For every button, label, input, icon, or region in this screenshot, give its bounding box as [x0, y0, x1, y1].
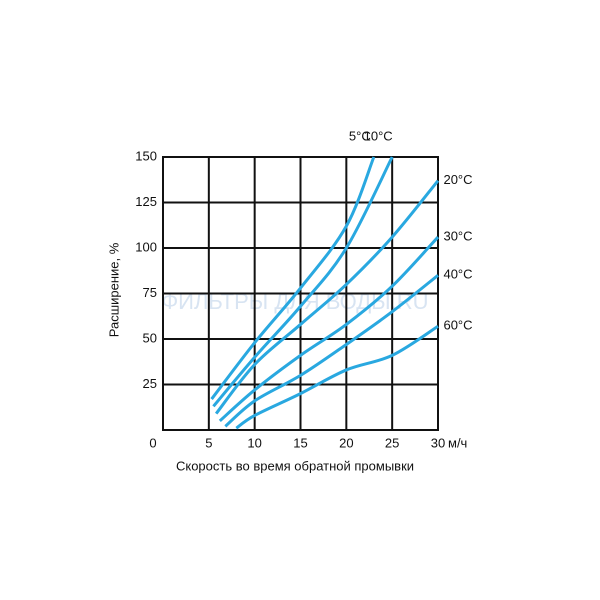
series-label: 5°C	[349, 128, 371, 143]
series-line	[212, 156, 394, 408]
series-label: 20°C	[443, 172, 472, 187]
x-tick-label: 30	[431, 435, 445, 450]
y-tick-label: 100	[135, 239, 157, 254]
x-tick-label: 25	[385, 435, 399, 450]
x-axis-label: Скорость во время обратной промывки	[176, 458, 414, 473]
y-tick-label: 150	[135, 148, 157, 163]
series-line	[210, 156, 376, 400]
series-label: 10°C	[364, 128, 393, 143]
series-line	[235, 324, 439, 430]
x-tick-label: 20	[339, 435, 353, 450]
series-line	[214, 179, 440, 415]
series-line	[224, 274, 439, 428]
x-tick-label: 10	[247, 435, 261, 450]
x-tick-label: 15	[293, 435, 307, 450]
series-label: 30°C	[443, 229, 472, 244]
x-tick-label: 0	[149, 435, 156, 450]
y-tick-label: 25	[143, 376, 157, 391]
x-tick-label: 5	[205, 435, 212, 450]
series-label: 60°C	[443, 318, 472, 333]
x-unit: м/ч	[448, 435, 467, 450]
y-tick-label: 50	[143, 330, 157, 345]
y-tick-label: 75	[143, 285, 157, 300]
y-axis-label: Расширение, %	[106, 242, 121, 337]
y-tick-label: 125	[135, 194, 157, 209]
series-label: 40°C	[443, 267, 472, 282]
series-line	[218, 236, 440, 423]
